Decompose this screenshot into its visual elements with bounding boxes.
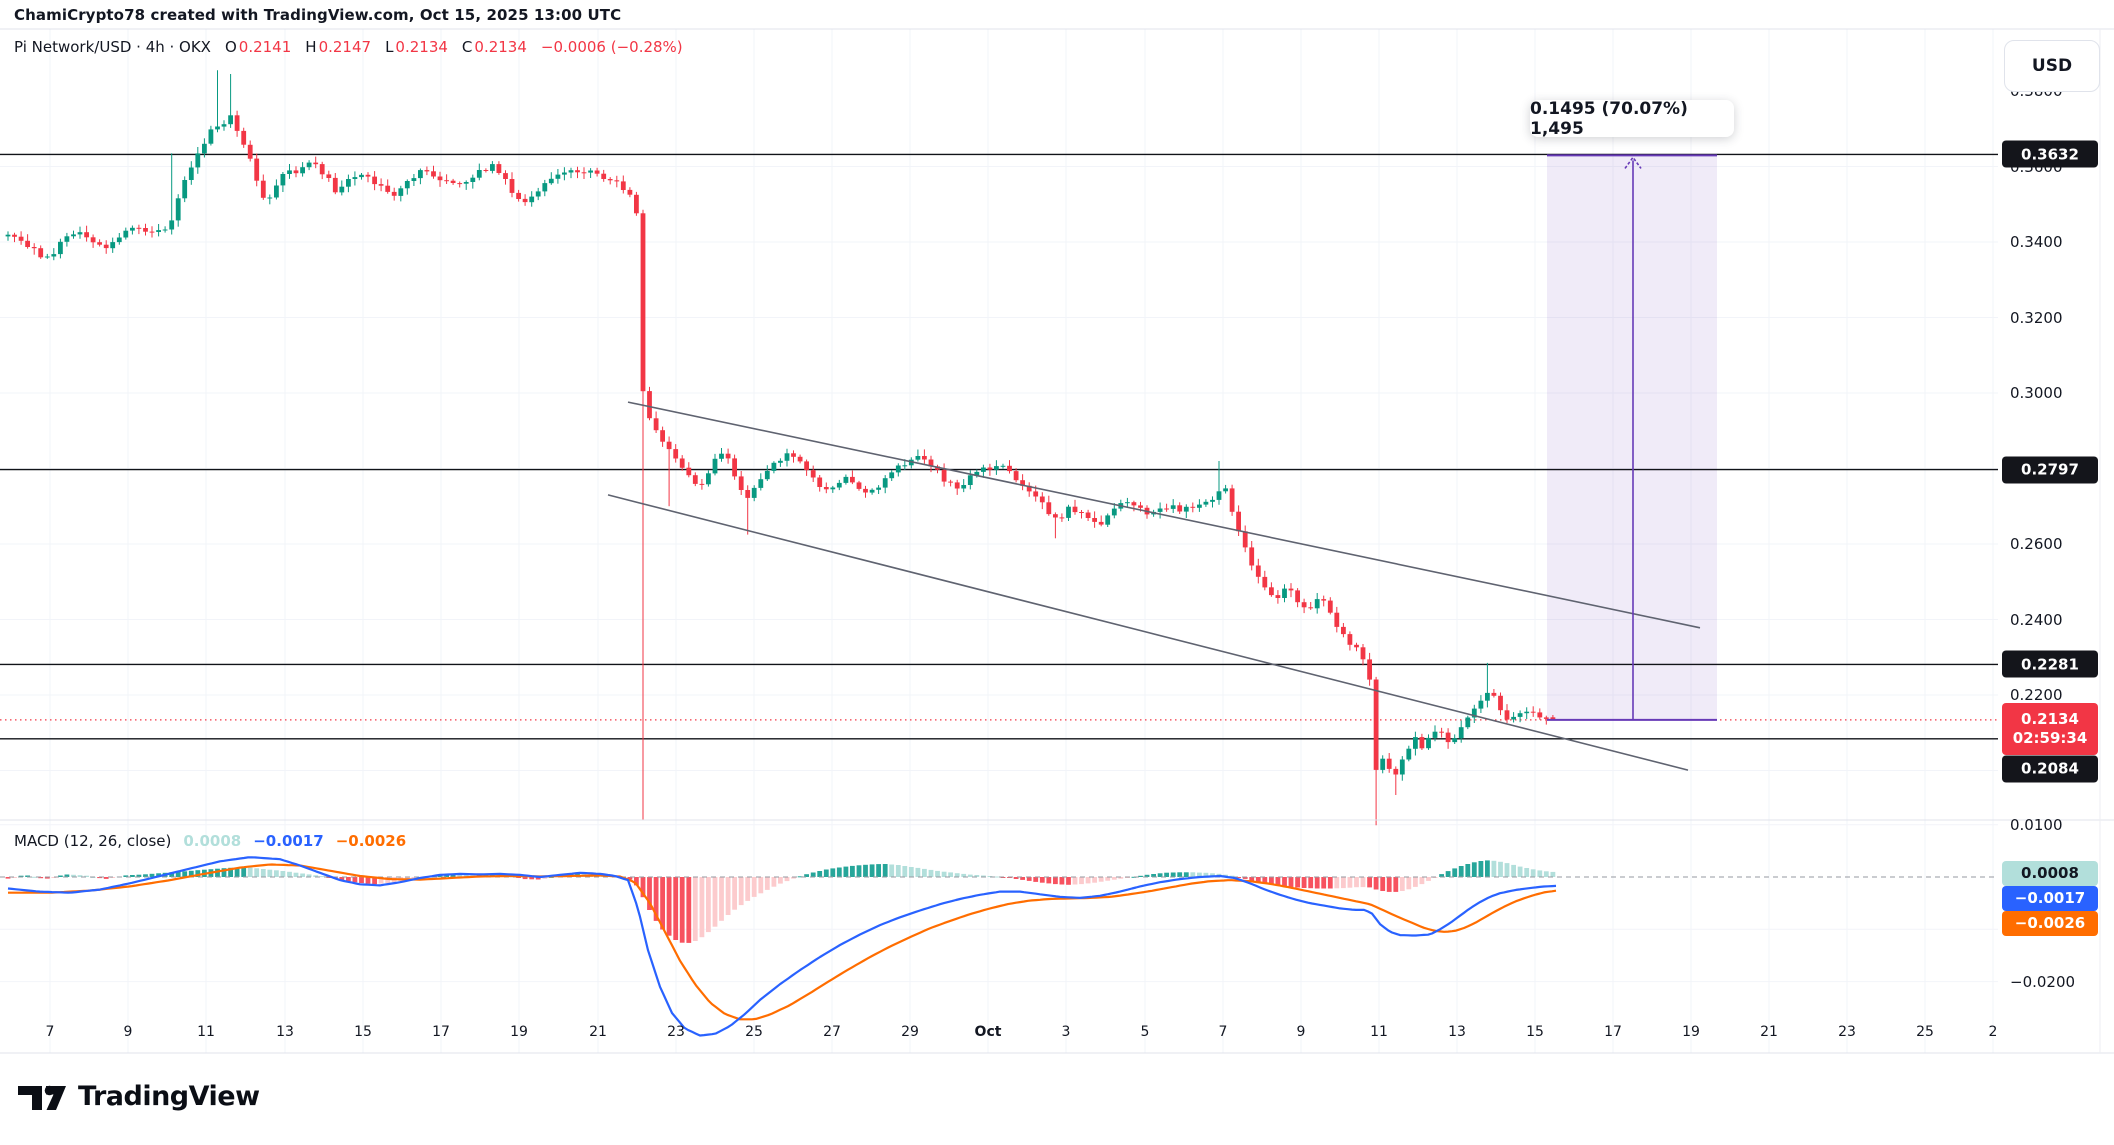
currency-toggle-button[interactable]: USD — [2004, 40, 2100, 92]
time-axis-tick[interactable]: 25 — [745, 1024, 763, 1040]
time-axis-tick[interactable]: 2 — [1988, 1024, 1998, 1040]
time-axis-tick[interactable]: 15 — [354, 1024, 372, 1040]
price-level-badge: 0.2797 — [2002, 456, 2098, 484]
time-axis-tick[interactable]: 29 — [901, 1024, 919, 1040]
macd-indicator-legend: MACD (12, 26, close) 0.0008 −0.0017 −0.0… — [14, 832, 406, 850]
projection-measure-tooltip: 0.1495 (70.07%) 1,495 — [1530, 99, 1734, 139]
time-axis-tick[interactable]: 3 — [1061, 1024, 1071, 1040]
macd-title: MACD (12, 26, close) — [14, 832, 172, 850]
low-value: L 0.2134 — [385, 38, 448, 56]
macd-value-badge: 0.0008 — [2002, 860, 2098, 886]
time-axis-tick[interactable]: 9 — [123, 1024, 133, 1040]
price-axis-tick: 0.3200 — [2010, 308, 2063, 327]
change-value: −0.0006 (−0.28%) — [540, 38, 683, 56]
time-axis-tick[interactable]: 11 — [1370, 1024, 1388, 1040]
high-value: H 0.2147 — [305, 38, 372, 56]
current-price-value: 0.2134 — [2021, 710, 2079, 729]
close-value: C 0.2134 — [461, 38, 527, 56]
time-axis-tick[interactable]: 19 — [510, 1024, 528, 1040]
price-axis-tick: 0.2400 — [2010, 610, 2063, 629]
time-axis-tick[interactable]: 21 — [589, 1024, 607, 1040]
bar-countdown-timer: 02:59:34 — [2012, 728, 2088, 747]
macd-signal-value: −0.0026 — [335, 832, 407, 850]
time-axis-tick[interactable]: 19 — [1682, 1024, 1700, 1040]
time-axis-tick[interactable]: 13 — [1448, 1024, 1466, 1040]
time-axis-tick[interactable]: 11 — [197, 1024, 215, 1040]
time-axis-tick[interactable]: 13 — [276, 1024, 294, 1040]
price-level-badge: 0.3632 — [2002, 140, 2098, 168]
macd-value-badge: −0.0026 — [2002, 910, 2098, 936]
time-axis-tick[interactable]: 17 — [1604, 1024, 1622, 1040]
open-value: O 0.2141 — [224, 38, 292, 56]
macd-value-badge: −0.0017 — [2002, 885, 2098, 911]
macd-hist-value: 0.0008 — [183, 832, 242, 850]
tradingview-logo-text: TradingView — [78, 1080, 260, 1112]
price-axis-tick: 0.2200 — [2010, 686, 2063, 704]
time-axis-tick[interactable]: 9 — [1296, 1024, 1306, 1040]
price-level-badge: 0.2281 — [2002, 650, 2098, 678]
current-price-badge: 0.2134 02:59:34 — [2002, 702, 2098, 755]
time-axis-tick[interactable]: 5 — [1140, 1024, 1150, 1040]
price-axis-tick: 0.3000 — [2010, 384, 2063, 402]
tradingview-logo-icon — [18, 1085, 66, 1110]
price-level-badge: 0.2084 — [2002, 755, 2098, 783]
time-axis-tick[interactable]: 7 — [45, 1024, 55, 1040]
macd-axis-tick: 0.0100 — [2010, 815, 2063, 834]
time-axis-tick[interactable]: 17 — [432, 1024, 450, 1040]
time-axis-tick[interactable]: 25 — [1916, 1024, 1934, 1040]
time-axis-tick[interactable]: 23 — [667, 1024, 685, 1040]
macd-line-value: −0.0017 — [253, 832, 324, 850]
time-axis-tick[interactable]: 23 — [1838, 1024, 1856, 1040]
time-axis-tick[interactable]: 27 — [823, 1024, 841, 1040]
symbol-legend: Pi Network/USD · 4h · OKX O 0.2141 H 0.214… — [14, 38, 683, 56]
price-axis-tick: 0.3400 — [2010, 233, 2063, 251]
time-axis-tick[interactable]: Oct — [974, 1024, 1002, 1040]
symbol-title: Pi Network/USD · 4h · OKX — [14, 38, 211, 56]
time-axis-tick[interactable]: 15 — [1526, 1024, 1544, 1040]
macd-axis-tick: −0.0200 — [2010, 972, 2076, 991]
price-axis-tick: 0.2600 — [2010, 535, 2063, 553]
attribution-text: ChamiCrypto78 created with TradingView.c… — [14, 6, 622, 24]
time-axis-tick[interactable]: 7 — [1218, 1024, 1228, 1040]
time-axis-tick[interactable]: 21 — [1760, 1024, 1778, 1040]
tradingview-logo: TradingView — [18, 1080, 260, 1112]
